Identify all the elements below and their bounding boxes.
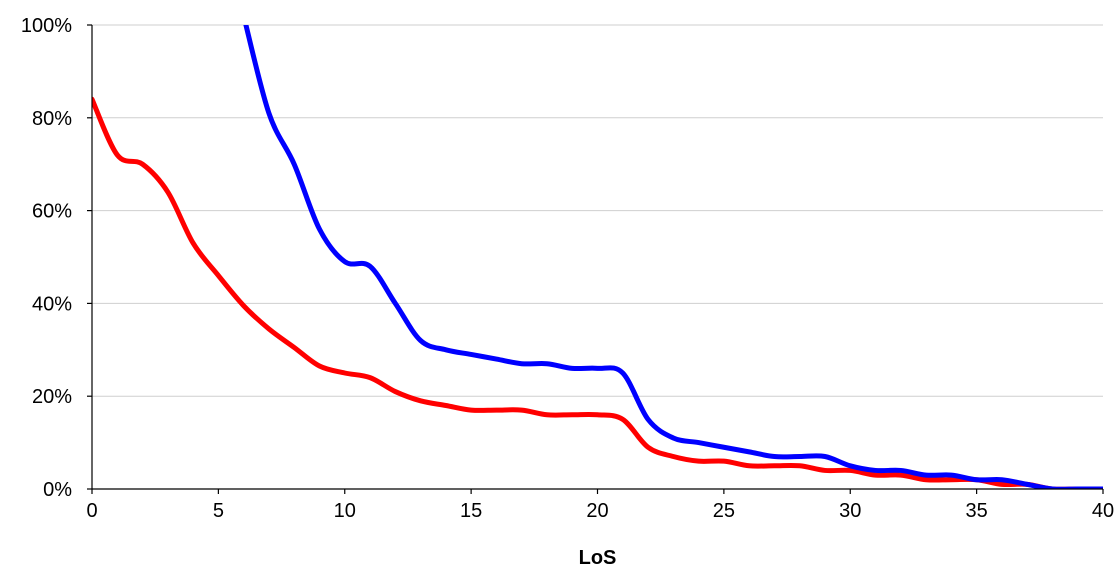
x-tick-label: 15: [460, 500, 482, 522]
y-tick-label: 40%: [32, 293, 72, 315]
y-tick-label: 60%: [32, 201, 72, 223]
x-tick-label: 0: [86, 500, 97, 522]
axes: [87, 24, 1104, 494]
x-tick-label: 20: [586, 500, 608, 522]
x-axis-title: LoS: [579, 547, 617, 569]
y-tick-label: 100%: [21, 15, 72, 37]
x-tick-label: 10: [334, 500, 356, 522]
y-tick-label: 0%: [43, 479, 72, 501]
series-layer: [92, 25, 1103, 489]
x-tick-label: 30: [839, 500, 861, 522]
tick-labels: 0% 20% 40% 60% 80% 100% 0 5 10 15 20 25 30 35 40: [21, 15, 1114, 522]
y-tick-label: 80%: [32, 108, 72, 130]
series-line-1: [92, 96, 1103, 489]
y-tick-label: 20%: [32, 386, 72, 408]
series-line-2: [243, 25, 1103, 489]
gridlines: [92, 24, 1103, 397]
x-tick-label: 35: [966, 500, 988, 522]
x-tick-label: 40: [1092, 500, 1114, 522]
x-tick-label: 25: [713, 500, 735, 522]
x-tick-label: 5: [213, 500, 224, 522]
